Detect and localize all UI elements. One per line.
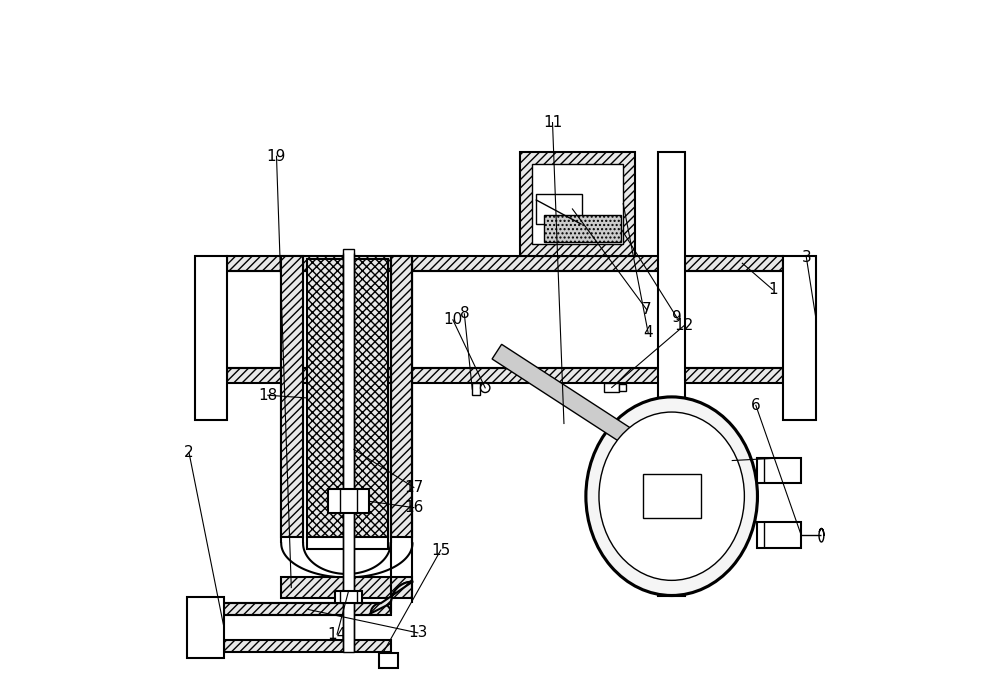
Text: 3: 3 [801,249,811,265]
Bar [307,259,388,537]
Text: 6: 6 [751,397,761,413]
Text: 18: 18 [258,388,277,403]
Text: 14: 14 [327,627,347,642]
Bar [643,475,701,518]
Polygon shape [371,582,412,613]
Text: 12: 12 [674,318,693,333]
Bar [536,193,582,224]
Bar [532,164,623,244]
Bar [544,216,621,243]
Bar [328,489,369,513]
Bar [335,591,362,603]
Ellipse shape [599,412,744,581]
Bar [187,596,224,658]
Bar [783,256,816,420]
Bar [343,249,354,652]
Bar [224,603,391,615]
Bar [472,383,480,395]
Bar [658,151,685,596]
Bar [195,256,227,420]
Text: 4: 4 [643,325,653,340]
Polygon shape [492,344,677,473]
Bar [520,151,635,256]
Text: 15: 15 [431,543,450,558]
Ellipse shape [586,397,757,596]
Bar [281,577,412,598]
Text: 5: 5 [727,453,737,468]
Text: 8: 8 [460,306,469,321]
Bar [757,458,801,483]
Text: 17: 17 [404,480,423,495]
Circle shape [480,383,490,393]
Text: 2: 2 [184,445,194,460]
Text: 19: 19 [267,149,286,164]
Text: 10: 10 [443,312,462,327]
Bar [391,256,412,537]
Bar [224,639,391,652]
Text: 13: 13 [408,625,428,640]
Bar [281,256,303,537]
Text: 7: 7 [642,302,652,317]
Bar [619,385,626,391]
Text: 16: 16 [404,500,424,515]
Text: 11: 11 [543,115,562,130]
Bar [757,523,801,548]
Text: 1: 1 [768,282,777,297]
Bar [379,653,398,668]
Bar [604,383,619,392]
Bar [307,537,388,549]
Bar [227,256,783,270]
Text: 9: 9 [672,310,682,325]
Bar [227,368,783,383]
